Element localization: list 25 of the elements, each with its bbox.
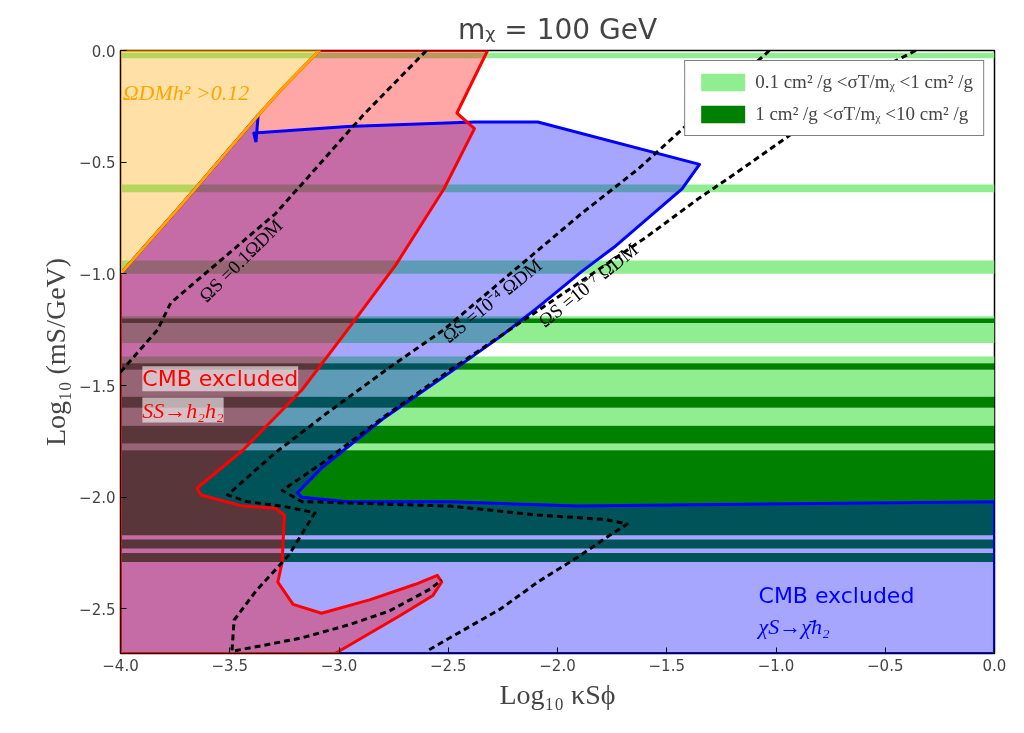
y-tick-label: 0.0	[91, 42, 116, 61]
annotation: ΩDMh² >0.12	[122, 80, 250, 106]
y-tick-label: −1.5	[79, 377, 116, 396]
legend-label: 1 cm² /g <σT/mᵪ <10 cm² /g	[755, 103, 969, 125]
x-tick-label: −3.0	[320, 656, 358, 675]
annotation: CMB excluded	[142, 366, 299, 392]
annotation: SS→h₂h₂	[142, 397, 224, 423]
x-tick-label: −2.0	[539, 656, 576, 675]
x-tick-label: −2.5	[430, 656, 467, 675]
x-tick-label: −1.5	[648, 656, 685, 675]
x-tick-label: −1.0	[757, 656, 795, 675]
y-tick-label: −1.0	[79, 265, 116, 284]
x-tick-label: 0.0	[982, 656, 1007, 675]
annotation: CMB excluded	[758, 582, 915, 608]
y-axis-title: Log₁₀ (mS/GeV)	[40, 257, 72, 447]
y-tick-label: −0.5	[79, 154, 116, 173]
x-axis-title: Log₁₀ κSϕ	[499, 678, 616, 710]
annotation: χS→χ̄h₂	[756, 614, 830, 640]
x-tick-label: −0.5	[867, 656, 904, 675]
y-tick-label: −2.5	[79, 600, 116, 619]
x-tick-label: −3.5	[211, 656, 248, 675]
x-tick-label: −4.0	[102, 656, 139, 675]
y-tick-label: −2.0	[79, 489, 116, 508]
legend-label: 0.1 cm² /g <σT/mᵪ <1 cm² /g	[755, 71, 973, 93]
chart-title: mᵪ = 100 GeV	[457, 12, 658, 46]
